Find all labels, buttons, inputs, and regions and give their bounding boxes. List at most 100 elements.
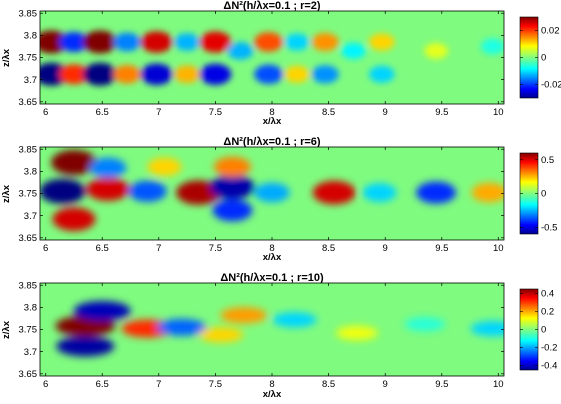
field-feature (59, 32, 89, 52)
colorbar-tick-label: 0 (541, 53, 546, 64)
field-feature (220, 307, 268, 324)
y-axis-label: z/λx (1, 184, 12, 203)
x-tick-label: 9 (383, 107, 388, 118)
field-feature (254, 182, 290, 203)
y-tick-label: 3.85 (19, 8, 38, 19)
x-tick-label: 7 (156, 107, 161, 118)
x-tick-label: 8 (269, 379, 274, 390)
y-tick-label: 3.75 (19, 189, 38, 200)
x-tick-label: 7.5 (209, 379, 222, 390)
field-feature (40, 178, 86, 204)
field-feature (210, 174, 255, 200)
field-feature (254, 64, 284, 85)
y-tick-label: 3.7 (24, 75, 37, 86)
field-feature (140, 31, 173, 53)
colorbar-tick-label: 0.5 (541, 155, 554, 166)
field-feature (284, 33, 310, 51)
field-feature (471, 182, 504, 203)
field-feature (173, 33, 201, 51)
x-tick-label: 8.5 (322, 243, 335, 254)
x-tick-label: 6 (43, 107, 48, 118)
field-feature (156, 318, 207, 336)
x-tick-label: 8.5 (322, 107, 335, 118)
x-tick-label: 7.5 (209, 243, 222, 254)
colorbar-tick-label: 0 (541, 189, 546, 200)
panel-title: ΔN²(h/λx=0.1 ; r=2) (223, 0, 321, 12)
field-feature (52, 207, 96, 231)
x-axis-label: x/λx (263, 252, 282, 263)
field-feature (424, 43, 448, 59)
colorbar-tick-label: 0.4 (541, 289, 554, 300)
colorbar-tick-label: 0 (541, 325, 546, 336)
field-feature (82, 62, 118, 86)
field-feature (227, 42, 254, 60)
field-feature (173, 65, 201, 84)
field-feature (416, 181, 457, 204)
field-feature (213, 156, 251, 178)
field-feature (284, 65, 310, 83)
x-tick-label: 10 (493, 107, 504, 118)
field-feature (73, 301, 131, 321)
field-feature (369, 65, 395, 83)
colorbar-tick-label: -0.5 (541, 223, 557, 234)
field-feature (312, 180, 356, 205)
x-tick-label: 6 (43, 243, 48, 254)
y-tick-label: 3.8 (24, 31, 37, 42)
field-feature (51, 149, 97, 176)
field-feature (369, 33, 395, 51)
field-feature (199, 63, 232, 85)
field-feature (86, 177, 130, 201)
field-feature (362, 183, 397, 202)
x-axis-label: x/λx (263, 116, 282, 127)
panel-title: ΔN²(h/λx=0.1 ; r=10) (220, 272, 324, 284)
y-tick-label: 3.75 (19, 53, 38, 64)
field-feature (254, 32, 284, 52)
y-tick-label: 3.8 (24, 167, 37, 178)
y-tick-label: 3.75 (19, 325, 38, 336)
x-axis-label: x/λx (263, 389, 282, 400)
field-feature (40, 30, 69, 54)
field-feature (199, 31, 232, 53)
x-tick-label: 7.5 (209, 107, 222, 118)
x-tick-label: 9 (383, 243, 388, 254)
colorbar-tick-label: 0.02 (541, 26, 560, 37)
x-tick-label: 10 (493, 379, 504, 390)
field-feature (82, 30, 118, 54)
x-tick-label: 6 (43, 379, 48, 390)
field-feature (147, 157, 182, 177)
field-feature (311, 32, 339, 52)
field-feature (113, 65, 141, 84)
field-feature (176, 180, 221, 205)
x-tick-label: 9 (383, 379, 388, 390)
field-feature (341, 42, 366, 60)
colorbar-tick-label: 0.2 (541, 307, 554, 318)
field-feature (89, 157, 127, 178)
x-tick-label: 8 (269, 243, 274, 254)
y-tick-label: 3.85 (19, 144, 38, 155)
field-feature (336, 325, 378, 341)
x-tick-label: 9.5 (435, 243, 448, 254)
plot-background (40, 11, 504, 104)
field-feature (59, 64, 89, 85)
field-feature (272, 312, 317, 328)
y-tick-label: 3.85 (19, 280, 38, 291)
panel-r2: ΔN²(h/λx=0.1 ; r=2) 6 6.5 7 7.5 8 8.5 9 9.5 10 3.… (1, 0, 561, 127)
field-feature (480, 38, 504, 55)
y-tick-label: 3.65 (19, 97, 38, 108)
field-feature (55, 315, 116, 337)
colorbar-tick-label: -0.2 (541, 343, 557, 354)
x-tick-label: 6.5 (96, 107, 109, 118)
field-feature (140, 63, 173, 86)
y-axis-label: z/λx (1, 320, 12, 339)
field-feature (470, 321, 504, 337)
panel-r6: ΔN²(h/λx=0.1 ; r=6) 6 6.5 7 7.5 8 8.5 9 9.5 10 3.… (1, 136, 557, 263)
panel-title: ΔN²(h/λx=0.1 ; r=6) (223, 136, 321, 148)
colorbar-tick-label: -0.02 (541, 80, 561, 91)
x-tick-label: 7 (156, 379, 161, 390)
x-tick-label: 10 (493, 243, 504, 254)
x-tick-label: 8 (269, 107, 274, 118)
x-tick-label: 6.5 (96, 243, 109, 254)
x-tick-label: 7 (156, 243, 161, 254)
x-tick-label: 6.5 (96, 379, 109, 390)
y-tick-label: 3.65 (19, 233, 38, 244)
